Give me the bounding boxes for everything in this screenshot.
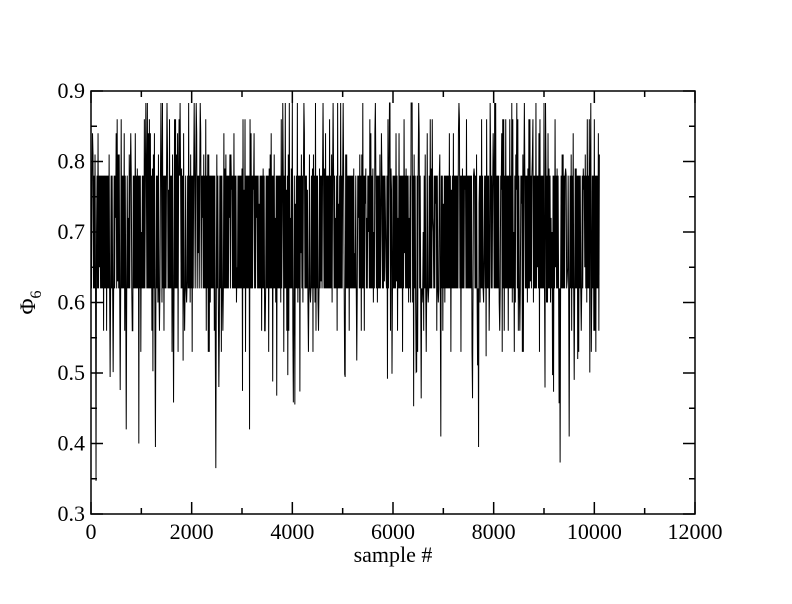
y-tick-label: 0.3	[58, 501, 86, 526]
series-line	[90, 102, 600, 481]
y-tick-label: 0.7	[58, 219, 86, 244]
y-tick-label: 0.4	[58, 431, 86, 456]
y-axis-label: Φ6	[15, 290, 45, 314]
y-tick-label: 0.5	[58, 360, 86, 385]
x-tick-label: 4000	[270, 519, 314, 544]
x-tick-label: 10000	[567, 519, 622, 544]
x-tick-label: 2000	[170, 519, 214, 544]
y-tick-label: 0.8	[58, 149, 86, 174]
x-axis-label: sample #	[354, 542, 433, 567]
y-tick-label: 0.6	[58, 290, 86, 315]
x-tick-label: 0	[86, 519, 97, 544]
x-tick-label: 8000	[472, 519, 516, 544]
y-axis-label-main: Φ	[15, 298, 40, 314]
ticks-layer: 0 2000 4000 6000 8000 10000 12000 0.3 0.4 0.5 0.6 0…	[58, 78, 723, 544]
x-tick-label: 6000	[371, 519, 415, 544]
x-tick-label: 12000	[668, 519, 723, 544]
y-axis-label-subscript: 6	[28, 290, 45, 298]
series-layer	[90, 102, 600, 481]
y-tick-label: 0.9	[58, 78, 86, 103]
